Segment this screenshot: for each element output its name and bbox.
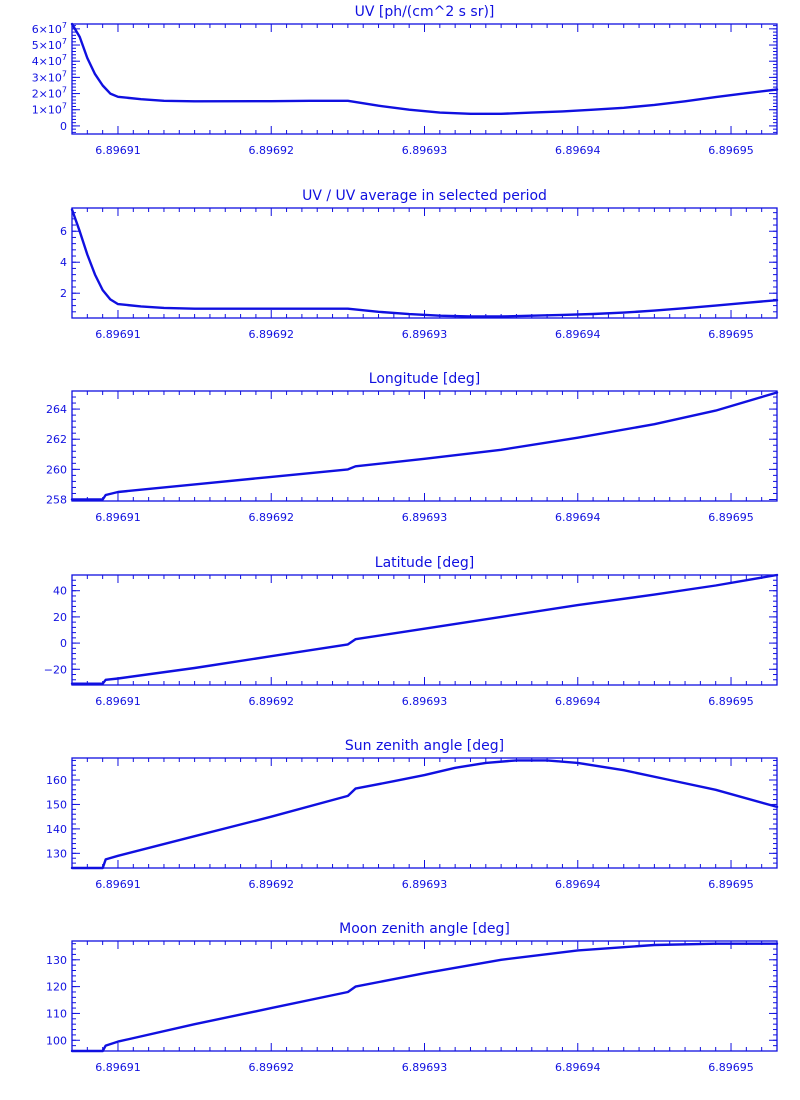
data-series-line	[70, 759, 779, 870]
x-tick-label: 6.89695	[708, 511, 754, 524]
x-tick-label: 6.89693	[402, 511, 448, 524]
y-tick-label: 258	[46, 493, 67, 506]
x-tick-label: 6.89694	[555, 878, 601, 891]
x-tick-label: 6.89691	[95, 695, 141, 708]
x-tick-label: 6.89693	[402, 695, 448, 708]
chart-panel-1: UV [ph/(cm^2 s sr)] 6.89691 6.89692 6.89693…	[32, 4, 779, 157]
y-tick-label: 20	[53, 611, 67, 624]
y-tick-label: 4	[60, 256, 67, 269]
y-tick-label: −20	[44, 663, 67, 676]
y-tick-label: 130	[46, 954, 67, 967]
y-tick-label: 150	[46, 798, 67, 811]
chart-title: Sun zenith angle [deg]	[345, 738, 504, 754]
y-tick-label: 2	[60, 287, 67, 300]
data-series-line	[70, 22, 779, 116]
x-tick-label: 6.89693	[402, 328, 448, 341]
x-tick-label: 6.89693	[402, 144, 448, 157]
chart-title: UV / UV average in selected period	[302, 188, 547, 204]
y-tick-label: 262	[46, 433, 67, 446]
x-tick-label: 6.89691	[95, 144, 141, 157]
x-tick-label: 6.89695	[708, 328, 754, 341]
data-series-line	[70, 208, 779, 318]
x-tick-label: 6.89692	[248, 1061, 294, 1074]
y-tick-label: 0	[60, 120, 67, 133]
y-tick-label: 264	[46, 403, 67, 416]
chart-panel-4: Latitude [deg] 6.89691 6.89692 6.89693 6.896…	[44, 555, 779, 708]
y-tick-label: 100	[46, 1034, 67, 1047]
chart-panel-2: UV / UV average in selected period 6.8969…	[60, 188, 779, 341]
chart-panel-5: Sun zenith angle [deg] 6.89691 6.89692 6.89…	[46, 738, 779, 891]
chart-title: UV [ph/(cm^2 s sr)]	[355, 4, 495, 20]
y-tick-label: 160	[46, 774, 67, 787]
x-tick-label: 6.89691	[95, 328, 141, 341]
x-tick-label: 6.89692	[248, 511, 294, 524]
x-tick-label: 6.89691	[95, 511, 141, 524]
plot-frame	[71, 940, 778, 1052]
y-tick-label: 140	[46, 823, 67, 836]
data-series-line	[70, 573, 779, 685]
x-tick-label: 6.89692	[248, 328, 294, 341]
y-tick-label: 5×107	[32, 37, 67, 52]
x-tick-label: 6.89694	[555, 511, 601, 524]
chart-panel-6: Moon zenith angle [deg] 6.89691 6.89692 6.8…	[46, 921, 779, 1074]
x-tick-label: 6.89693	[402, 878, 448, 891]
y-tick-label: 1×107	[32, 102, 67, 117]
y-tick-label: 3×107	[32, 69, 67, 84]
x-tick-label: 6.89695	[708, 144, 754, 157]
data-series-line	[70, 942, 779, 1053]
y-tick-label: 6	[60, 225, 67, 238]
y-tick-label: 2×107	[32, 86, 67, 101]
chart-title: Moon zenith angle [deg]	[339, 921, 510, 937]
y-tick-label: 120	[46, 981, 67, 994]
plot-frame	[71, 390, 778, 502]
chart-panel-3: Longitude [deg] 6.89691 6.89692 6.89693 6.89…	[46, 371, 779, 524]
x-tick-label: 6.89692	[248, 144, 294, 157]
x-tick-label: 6.89694	[555, 328, 601, 341]
x-tick-label: 6.89692	[248, 878, 294, 891]
plot-frame	[71, 23, 778, 135]
x-tick-label: 6.89691	[95, 1061, 141, 1074]
chart-title: Longitude [deg]	[369, 371, 480, 387]
chart-title: Latitude [deg]	[375, 555, 474, 571]
x-tick-label: 6.89695	[708, 1061, 754, 1074]
x-tick-label: 6.89695	[708, 878, 754, 891]
y-tick-label: 110	[46, 1007, 67, 1020]
x-tick-label: 6.89694	[555, 695, 601, 708]
y-tick-label: 40	[53, 585, 67, 598]
x-tick-label: 6.89693	[402, 1061, 448, 1074]
x-tick-label: 6.89694	[555, 1061, 601, 1074]
x-tick-label: 6.89694	[555, 144, 601, 157]
data-series-line	[70, 391, 779, 501]
y-tick-label: 0	[60, 637, 67, 650]
y-tick-label: 260	[46, 463, 67, 476]
x-tick-label: 6.89695	[708, 695, 754, 708]
y-tick-label: 6×107	[32, 21, 67, 36]
x-tick-label: 6.89691	[95, 878, 141, 891]
y-tick-label: 130	[46, 847, 67, 860]
y-tick-label: 4×107	[32, 53, 67, 68]
x-tick-label: 6.89692	[248, 695, 294, 708]
plot-frame	[71, 207, 778, 319]
